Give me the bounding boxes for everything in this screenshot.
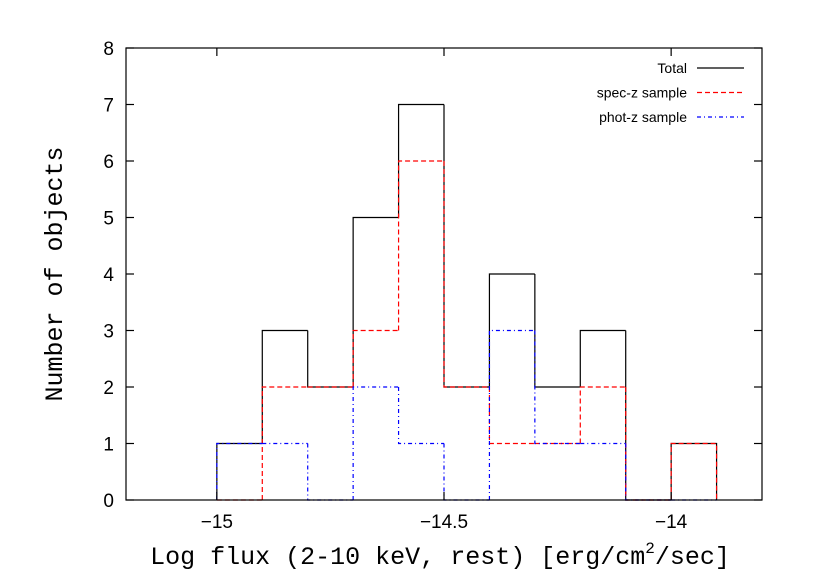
axis-ticks: 0 1 2 3 4 5 6 7 8 −15 −14.5 −14: [103, 39, 762, 533]
y-tick-label: 1: [103, 435, 114, 456]
y-axis-label: Number of objects: [41, 146, 70, 401]
x-tick-label: −14.5: [420, 512, 468, 533]
histogram-bin: [352, 386, 399, 500]
x-tick-label: −15: [201, 512, 233, 533]
histogram-bin: [443, 443, 490, 501]
y-tick-label: 8: [103, 39, 114, 60]
histogram-bin: [670, 442, 718, 500]
x-axis-label-main: Log flux (2-10 keV, rest) [erg/cm: [150, 543, 645, 572]
y-tick-label: 0: [103, 491, 114, 512]
histogram-bin: [534, 274, 581, 388]
histogram-bin: [625, 330, 672, 501]
x-axis-label: Log flux (2-10 keV, rest) [erg/cm2/sec]: [150, 540, 730, 572]
legend-label: phot-z sample: [599, 109, 687, 125]
histogram-bin: [488, 329, 535, 500]
histogram-bin: [397, 387, 444, 445]
series-total: [216, 103, 718, 501]
y-tick-label: 7: [103, 96, 114, 117]
series-phot-z-sample: [216, 329, 717, 501]
histogram-bin: [261, 386, 308, 500]
histogram-bin: [625, 443, 672, 501]
histogram-bin: [352, 329, 399, 387]
legend-label: spec-z sample: [597, 85, 687, 101]
histogram-bin: [397, 103, 444, 218]
histogram-bin: [261, 329, 308, 444]
histogram-bin: [307, 330, 354, 388]
histogram-bin: [397, 160, 444, 331]
histogram-bin: [443, 104, 490, 388]
histogram-bin: [534, 330, 581, 445]
histogram-bin: [352, 216, 399, 387]
y-tick-label: 4: [103, 265, 114, 286]
histogram-bin: [579, 386, 626, 444]
histogram-bin: [307, 443, 354, 501]
histogram-bin: [625, 387, 672, 501]
y-tick-label: 3: [103, 322, 114, 343]
histogram-bin: [488, 387, 535, 445]
y-tick-label: 2: [103, 378, 114, 399]
plot-marks: [216, 103, 718, 501]
x-axis-label-sup: 2: [645, 540, 655, 558]
histogram-bin: [579, 329, 626, 387]
x-axis-label-tail: /sec]: [655, 543, 730, 572]
x-tick-label: −14: [655, 512, 688, 533]
legend: Total spec-z sample phot-z sample: [597, 60, 744, 125]
histogram-bin: [443, 161, 490, 388]
histogram-bin: [216, 442, 263, 500]
legend-label: Total: [657, 60, 687, 76]
histogram-bin: [216, 442, 263, 500]
y-tick-label: 5: [103, 209, 114, 230]
y-tick-label: 6: [103, 152, 114, 173]
histogram-bin: [670, 442, 718, 500]
